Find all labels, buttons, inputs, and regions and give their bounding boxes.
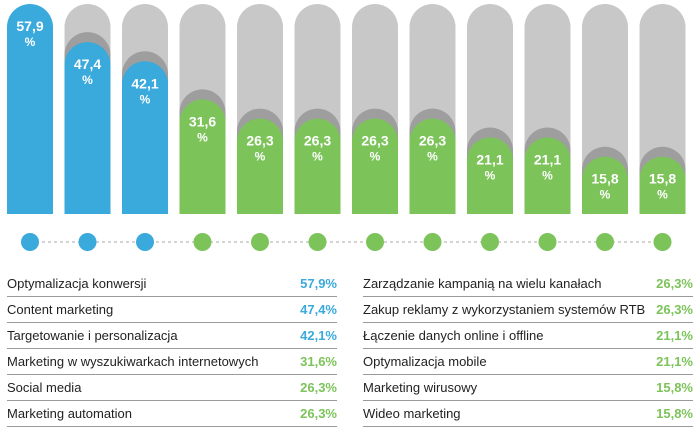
legend-label: Łączenie danych online i offline	[363, 328, 544, 343]
legend-label: Social media	[7, 380, 82, 395]
bar	[524, 137, 571, 214]
legend-label: Wideo marketing	[363, 406, 461, 421]
legend-value: 47,4%	[300, 302, 337, 317]
legend-value: 26,3%	[300, 380, 337, 395]
bar-unit-label: %	[255, 150, 266, 164]
bar	[467, 137, 513, 214]
legend-row: Social media 26,3%	[7, 375, 337, 401]
bar	[409, 118, 456, 214]
bar-value-label: 21,1	[534, 151, 561, 167]
bar-unit-label: %	[370, 150, 381, 164]
bar-value-label: 42,1	[131, 75, 158, 91]
legend-label: Zarządzanie kampanią na wielu kanałach	[363, 276, 602, 291]
bar-unit-label: %	[600, 188, 611, 202]
legend-row: Łączenie danych online i offline 21,1%	[363, 323, 693, 349]
legend-row: Marketing wirusowy 15,8%	[363, 375, 693, 401]
bar-value-label: 26,3	[419, 133, 446, 149]
legend-label: Marketing automation	[7, 406, 133, 421]
legend-value: 31,6%	[300, 354, 337, 369]
legend-value: 21,1%	[656, 328, 693, 343]
bar-value-label: 47,4	[74, 56, 101, 72]
bar-value-label: 15,8	[591, 171, 618, 187]
category-dot	[653, 233, 672, 251]
category-dot	[596, 233, 614, 251]
legend-value: 26,3%	[656, 276, 693, 291]
category-dot	[538, 233, 557, 251]
legend-label: Marketing wirusowy	[363, 380, 478, 395]
legend-value: 42,1%	[300, 328, 337, 343]
bar	[294, 118, 341, 214]
legend-row: Optymalizacja mobile 21,1%	[363, 349, 693, 375]
bar	[639, 156, 686, 214]
bar-value-label: 15,8	[649, 171, 676, 187]
bar-value-label: 57,9	[16, 18, 43, 34]
category-dot	[21, 233, 39, 251]
legend-row: Wideo marketing 15,8%	[363, 401, 693, 427]
legend-row: Targetowanie i personalizacja 42,1%	[7, 323, 337, 349]
legend-row: Zakup reklamy z wykorzystaniem systemów …	[363, 297, 693, 323]
legend-row: Optymalizacja konwersji 57,9%	[7, 271, 337, 297]
bar-unit-label: %	[542, 168, 553, 182]
category-dot	[423, 233, 442, 251]
bar-unit-label: %	[25, 35, 36, 49]
legend-row: Content marketing 47,4%	[7, 297, 337, 323]
legend-label: Content marketing	[7, 302, 114, 317]
legend-row: Marketing automation 26,3%	[7, 401, 337, 427]
legend-label: Optymalizacja mobile	[363, 354, 487, 369]
legend-value: 15,8%	[656, 380, 693, 395]
category-dot	[136, 233, 154, 251]
bar	[64, 42, 111, 214]
legend-label: Optymalizacja konwersji	[7, 276, 147, 291]
legend-value: 21,1%	[656, 354, 693, 369]
bar-unit-label: %	[657, 188, 668, 202]
bar-unit-label: %	[485, 168, 496, 182]
legend-row: Marketing w wyszukiwarkach internetowych…	[7, 349, 337, 375]
category-dot	[366, 233, 384, 251]
bar-unit-label: %	[82, 73, 93, 87]
category-dot	[308, 233, 327, 251]
bar-value-label: 21,1	[476, 151, 503, 167]
bar-chart: 57,9%47,4% 42,1%31,6% 26,3%26,3%26,3%26,3%…	[7, 4, 686, 251]
legend-left: Optymalizacja konwersji 57,9% Content mark…	[7, 271, 337, 427]
bar	[352, 118, 398, 214]
bar	[582, 156, 628, 214]
bar-value-label: 26,3	[361, 133, 388, 149]
bar-unit-label: %	[427, 150, 438, 164]
legend-label: Targetowanie i personalizacja	[7, 328, 178, 343]
bar	[7, 4, 53, 215]
bar-value-label: 26,3	[304, 133, 331, 149]
category-dot	[251, 233, 269, 251]
legend-value: 26,3%	[656, 302, 693, 317]
bar-unit-label: %	[312, 150, 323, 164]
legend-value: 15,8%	[656, 406, 693, 421]
legend-row: Zarządzanie kampanią na wielu kanałach 26…	[363, 271, 693, 297]
bar	[237, 118, 283, 214]
category-dot	[193, 233, 212, 251]
bar-unit-label: %	[140, 92, 151, 106]
legend-right: Zarządzanie kampanią na wielu kanałach 26…	[363, 271, 693, 427]
category-dot	[78, 233, 97, 251]
legend-value: 57,9%	[300, 276, 337, 291]
bar	[122, 61, 168, 215]
category-dot	[481, 233, 499, 251]
bar-unit-label: %	[197, 130, 208, 144]
bar-value-label: 26,3	[246, 133, 273, 149]
bar	[179, 99, 226, 214]
legend-label: Zakup reklamy z wykorzystaniem systemów …	[363, 302, 646, 317]
bar-value-label: 31,6	[189, 113, 216, 129]
legend-label: Marketing w wyszukiwarkach internetowych	[7, 354, 259, 369]
legend-value: 26,3%	[300, 406, 337, 421]
